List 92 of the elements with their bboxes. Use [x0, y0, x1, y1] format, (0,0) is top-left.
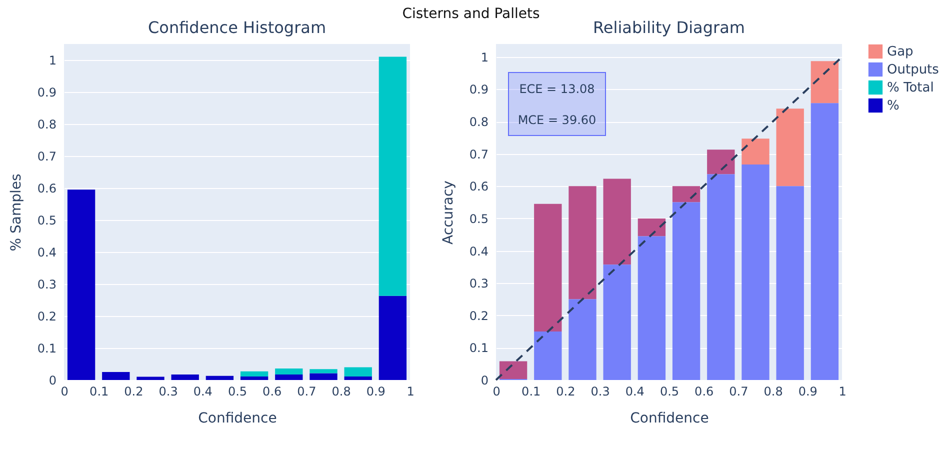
bar — [776, 186, 804, 380]
y-tick-label: 0.1 — [37, 342, 56, 356]
x-tick-label: 0.1 — [522, 384, 541, 398]
x-axis-title: Confidence — [630, 410, 709, 426]
annotation-box: ECE = 13.08 MCE = 39.60 — [508, 72, 606, 136]
y-tick-label: 0.2 — [469, 308, 488, 323]
y-tick-label: 1 — [480, 50, 488, 64]
legend-label: % Total — [887, 80, 934, 96]
x-tick-label: 0.6 — [262, 384, 282, 398]
bar — [534, 204, 562, 332]
y-tick-label: 0.4 — [469, 244, 488, 258]
x-tick-label: 0.8 — [764, 384, 783, 398]
y-tick-label: 0.8 — [469, 115, 488, 130]
chart-title: Reliability Diagram — [593, 18, 745, 37]
x-tick-label: 0.9 — [798, 384, 818, 398]
x-tick-label: 1 — [838, 384, 846, 398]
bar — [275, 368, 303, 375]
bar — [67, 190, 96, 380]
bar — [672, 186, 700, 202]
bar — [240, 376, 268, 380]
bar — [638, 218, 666, 236]
y-tick-label: 0 — [480, 374, 488, 388]
bar — [672, 202, 700, 380]
legend-label: Outputs — [887, 62, 940, 78]
bar — [707, 150, 735, 174]
bar — [240, 371, 268, 376]
bar — [568, 186, 596, 300]
bar — [499, 361, 528, 380]
y-tick-label: 0.6 — [469, 180, 488, 194]
text: Cisterns and Pallets — [402, 6, 540, 22]
bar — [344, 367, 372, 376]
y-tick-label: 0.9 — [469, 82, 488, 97]
bar — [102, 372, 130, 380]
bar — [378, 296, 407, 380]
y-tick-label: 0.5 — [37, 214, 56, 228]
bar — [568, 299, 596, 380]
y-tick-label: 0.1 — [469, 341, 488, 356]
y-tick-label: 0.7 — [469, 147, 488, 162]
bar — [206, 376, 234, 380]
bar — [603, 178, 631, 265]
x-tick-label: 0.3 — [158, 384, 178, 398]
bar — [378, 56, 407, 296]
x-tick-label: 0.4 — [193, 384, 212, 398]
y-tick-label: 0.2 — [37, 310, 56, 324]
y-tick-label: 0.7 — [37, 150, 56, 164]
legend-label: Gap — [887, 44, 914, 60]
x-tick-label: 0 — [60, 384, 68, 398]
bar — [275, 374, 303, 380]
x-tick-label: 0.2 — [124, 384, 144, 398]
x-tick-label: 0.2 — [556, 384, 576, 398]
x-tick-label: 0.9 — [366, 384, 386, 398]
y-tick-label: 0.9 — [37, 86, 56, 100]
x-tick-label: 0.3 — [590, 384, 610, 398]
y-tick-label: 0.6 — [37, 182, 56, 196]
legend-label: % — [887, 98, 900, 114]
annotation: ECE = 13.08 — [518, 82, 596, 96]
y-tick-label: 0.5 — [469, 212, 488, 226]
bar — [603, 264, 631, 380]
bar — [534, 332, 562, 380]
bar — [310, 369, 338, 374]
bar — [136, 376, 164, 380]
x-tick-label: 0.7 — [297, 384, 316, 398]
y-axis-title: % Samples — [8, 174, 24, 252]
x-tick-label: 0.7 — [729, 384, 748, 398]
annotation: MCE = 39.60 — [516, 112, 598, 126]
bar — [344, 376, 372, 380]
chart-title: Confidence Histogram — [148, 18, 326, 37]
x-tick-label: 0.6 — [694, 384, 714, 398]
bar — [707, 174, 735, 380]
bar — [742, 164, 770, 380]
x-tick-label: 0.1 — [90, 384, 109, 398]
x-axis-title: Confidence — [198, 410, 277, 426]
x-tick-label: 0.8 — [332, 384, 351, 398]
x-tick-label: 0.5 — [228, 384, 248, 398]
bar — [776, 108, 804, 186]
x-tick-label: 0.5 — [660, 384, 680, 398]
x-tick-label: 0.4 — [625, 384, 644, 398]
bar — [742, 138, 770, 165]
x-tick-label: 0 — [492, 384, 500, 398]
bar — [810, 103, 839, 380]
y-axis-title: Accuracy — [440, 180, 456, 244]
x-tick-label: 1 — [406, 384, 414, 398]
y-tick-label: 0.8 — [37, 118, 56, 132]
y-tick-label: 0.3 — [37, 278, 56, 292]
y-tick-label: 0.3 — [469, 276, 488, 291]
bar — [310, 373, 338, 380]
y-tick-label: 0.4 — [37, 246, 56, 260]
bar — [810, 61, 839, 104]
y-tick-label: 0 — [48, 374, 56, 388]
bar — [171, 374, 199, 380]
bar — [638, 236, 666, 380]
y-tick-label: 1 — [48, 54, 56, 68]
